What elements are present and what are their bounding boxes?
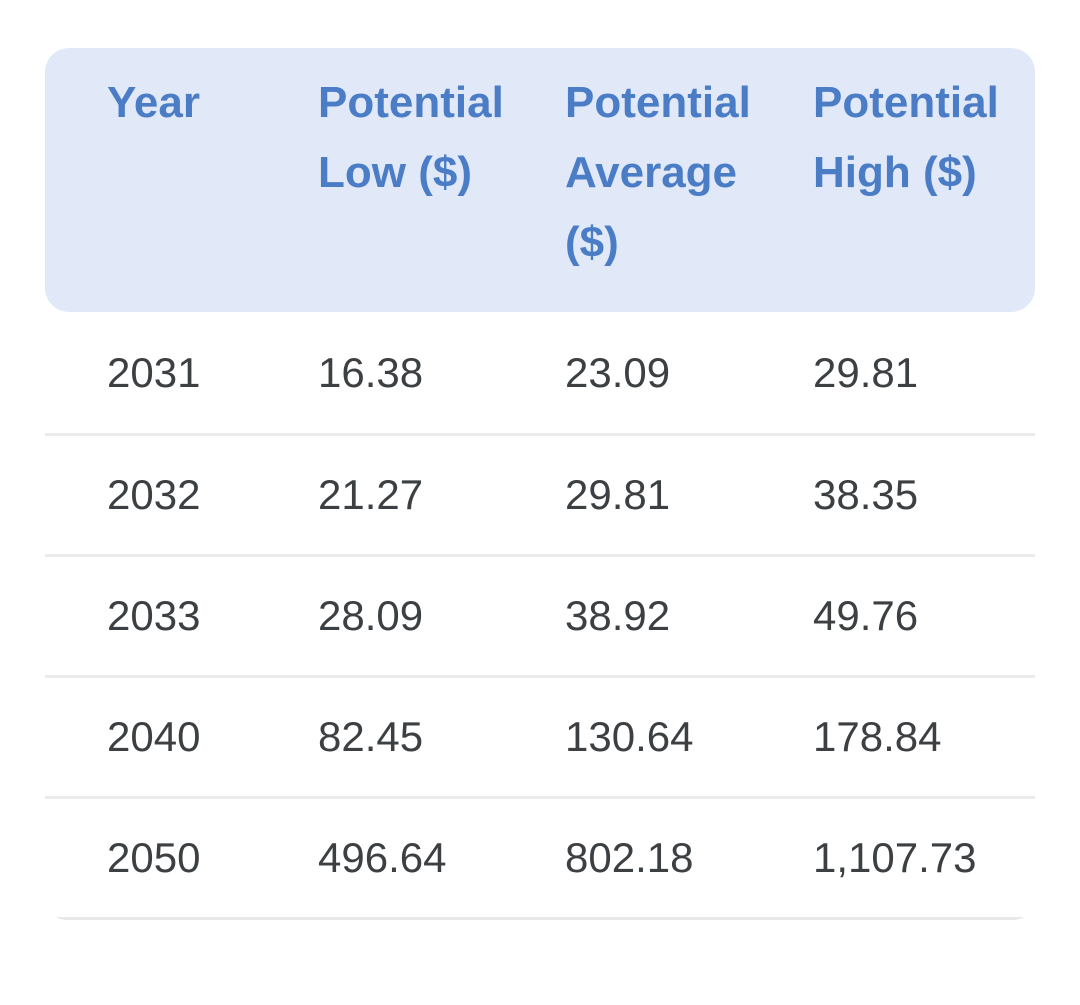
cell-high: 38.35 xyxy=(813,433,1035,554)
cell-year: 2050 xyxy=(45,796,318,917)
cell-high: 49.76 xyxy=(813,554,1035,675)
cell-average: 38.92 xyxy=(565,554,813,675)
cell-low: 21.27 xyxy=(318,433,565,554)
cell-low: 28.09 xyxy=(318,554,565,675)
column-header-low: Potential Low ($) xyxy=(318,48,565,312)
column-header-year: Year xyxy=(45,48,318,312)
table-row: 2031 16.38 23.09 29.81 xyxy=(45,312,1035,433)
cell-average: 29.81 xyxy=(565,433,813,554)
cell-year: 2033 xyxy=(45,554,318,675)
table-header-row: Year Potential Low ($) Potential Average… xyxy=(45,48,1035,312)
price-prediction-table: Year Potential Low ($) Potential Average… xyxy=(45,48,1035,917)
table-row: 2050 496.64 802.18 1,107.73 xyxy=(45,796,1035,917)
cell-average: 802.18 xyxy=(565,796,813,917)
column-header-average: Potential Average ($) xyxy=(565,48,813,312)
cell-year: 2040 xyxy=(45,675,318,796)
cell-high: 1,107.73 xyxy=(813,796,1035,917)
cell-low: 496.64 xyxy=(318,796,565,917)
cell-average: 23.09 xyxy=(565,312,813,433)
cell-year: 2032 xyxy=(45,433,318,554)
cell-high: 178.84 xyxy=(813,675,1035,796)
table-row: 2040 82.45 130.64 178.84 xyxy=(45,675,1035,796)
cell-low: 16.38 xyxy=(318,312,565,433)
cell-high: 29.81 xyxy=(813,312,1035,433)
price-prediction-table-wrap: Year Potential Low ($) Potential Average… xyxy=(45,48,1035,920)
table-row: 2033 28.09 38.92 49.76 xyxy=(45,554,1035,675)
cell-low: 82.45 xyxy=(318,675,565,796)
column-header-high: Potential High ($) xyxy=(813,48,1035,312)
cell-average: 130.64 xyxy=(565,675,813,796)
table-row: 2032 21.27 29.81 38.35 xyxy=(45,433,1035,554)
cell-year: 2031 xyxy=(45,312,318,433)
